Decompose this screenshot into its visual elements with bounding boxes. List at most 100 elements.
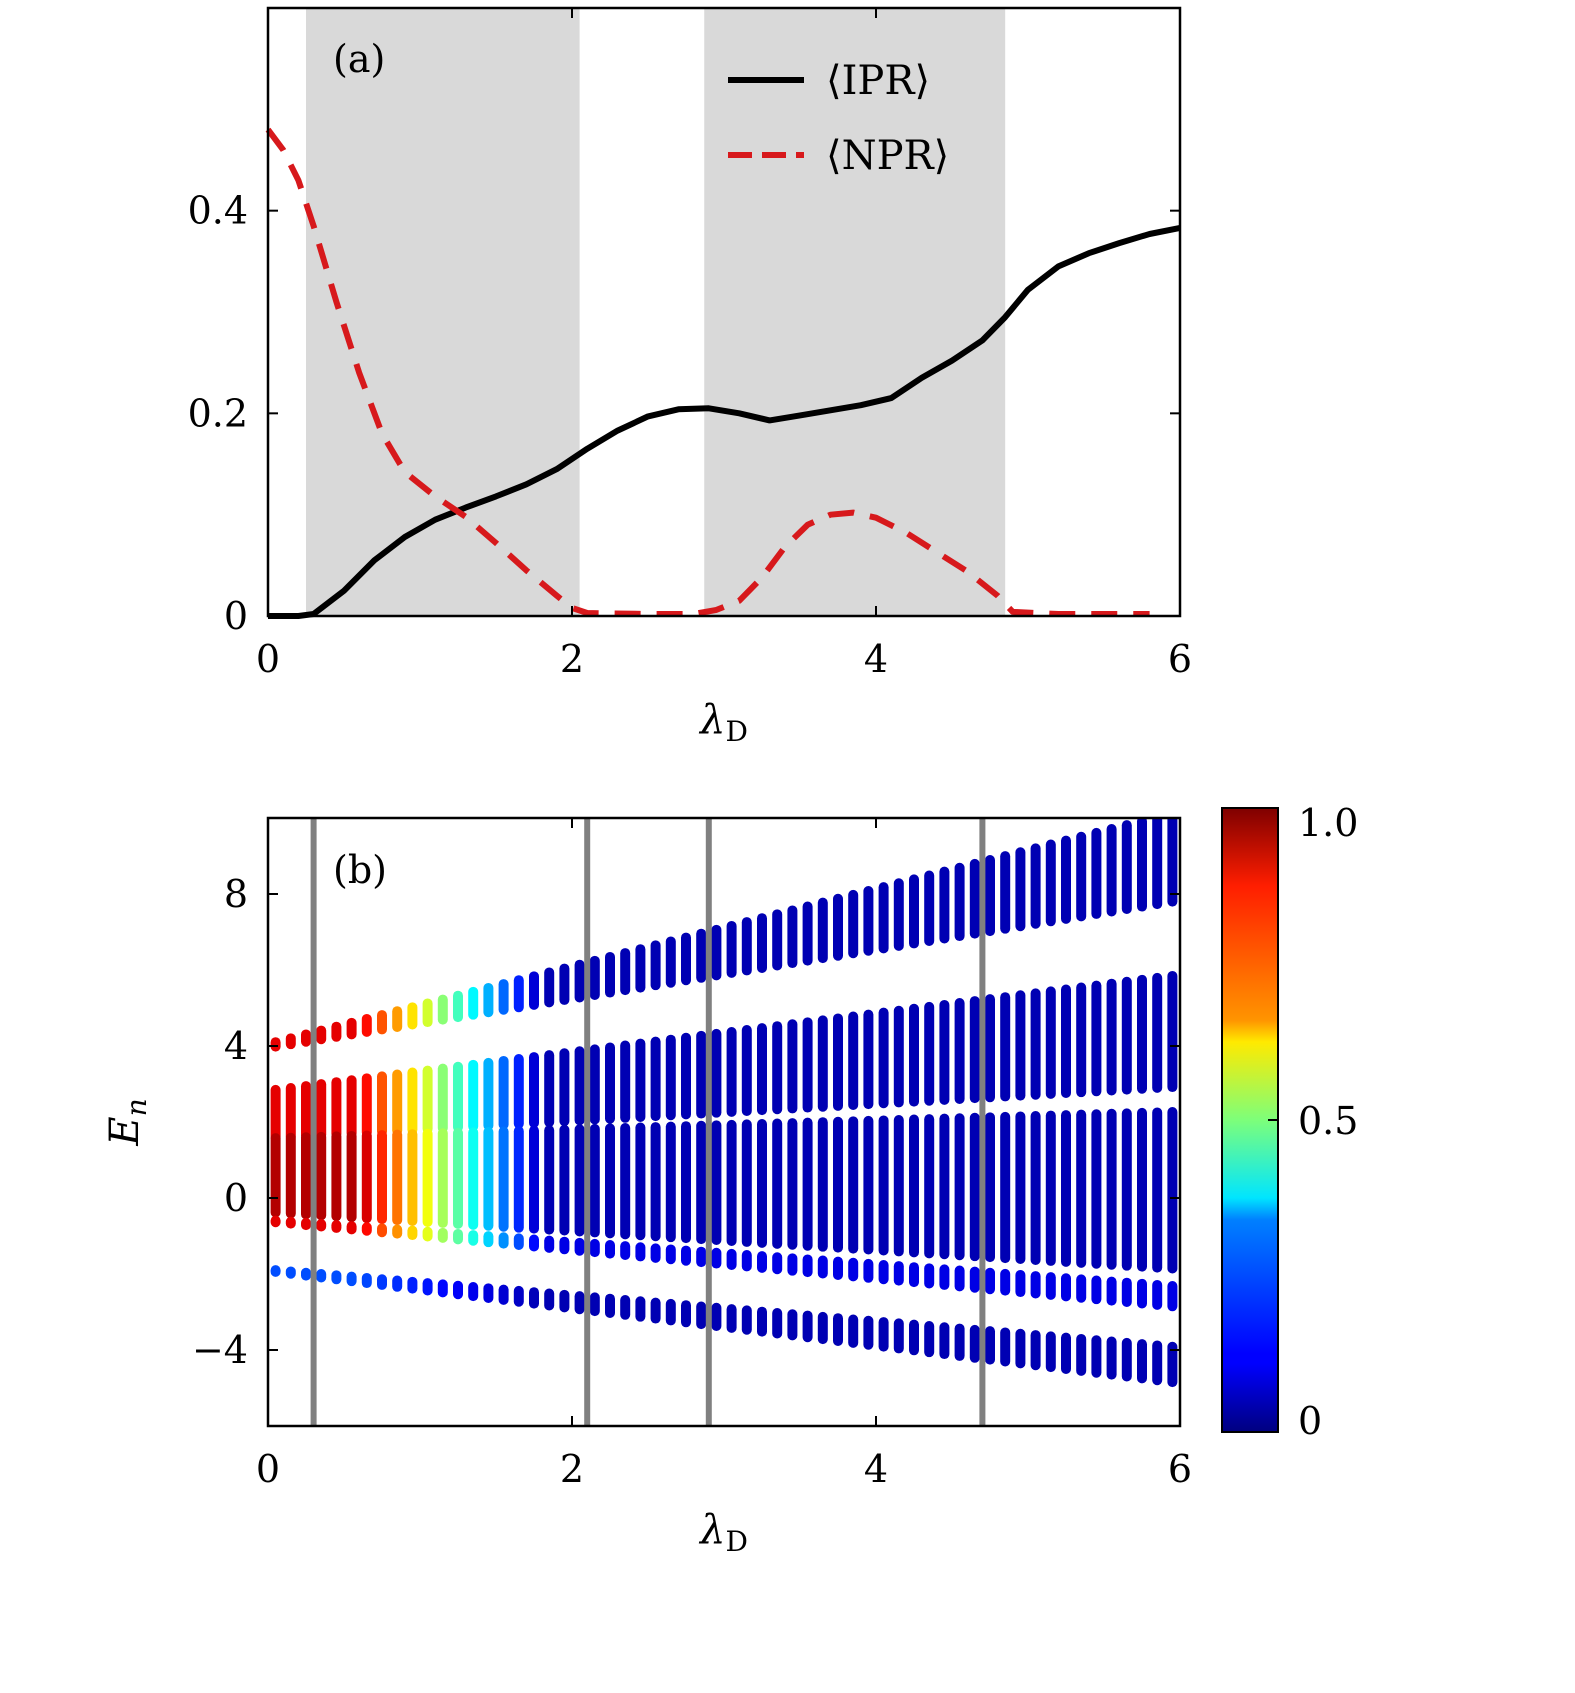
eigenvalue-band-segment: [559, 1289, 570, 1313]
eigenvalue-band-segment: [574, 1046, 585, 1126]
eigenvalue-band-segment: [392, 1224, 403, 1239]
eigenvalue-band-segment: [635, 944, 646, 993]
eigenvalue-band-segment: [513, 975, 524, 1013]
eigenvalue-band-segment: [985, 1267, 995, 1295]
eigenvalue-band-segment: [1061, 835, 1071, 924]
eigenvalue-band-segment: [1121, 976, 1132, 1095]
y-tick-label: 8: [224, 872, 248, 916]
eigenvalue-band-segment: [605, 1293, 615, 1318]
eigenvalue-band-segment: [529, 1052, 539, 1128]
eigenvalue-band-segment: [635, 1038, 646, 1122]
eigenvalue-band-segment: [893, 1318, 904, 1354]
eigenvalue-band-segment: [741, 1025, 752, 1116]
eigenvalue-band-segment: [483, 1231, 494, 1248]
eigenvalue-band-segment: [802, 1254, 813, 1278]
eigenvalue-band-segment: [878, 1115, 889, 1256]
eigenvalue-band-segment: [589, 1044, 600, 1125]
eigenvalue-band-segment: [817, 1015, 828, 1112]
eigenvalue-band-segment: [1152, 972, 1163, 1093]
colorbar-tick-label: 1.0: [1298, 801, 1358, 845]
series-lines: [265, 127, 1181, 619]
eigenvalue-band-segment: [285, 1132, 296, 1219]
eigenvalue-band-segment: [969, 858, 980, 939]
legend-label-npr: ⟨NPR⟩: [826, 133, 949, 179]
eigenvalue-band-segment: [331, 1077, 342, 1140]
eigenvalue-band-segment: [270, 1084, 281, 1143]
eigenvalue-band-segment: [468, 986, 479, 1020]
eigenvalue-band-segment: [802, 1310, 813, 1343]
eigenvalue-band-segment: [316, 1131, 327, 1221]
eigenvalue-band-segment: [741, 1250, 752, 1272]
eigenvalue-band-segment: [787, 905, 798, 969]
eigenvalue-band-segment: [711, 1302, 722, 1332]
eigenvalue-band-segment: [1121, 1108, 1132, 1271]
eigenvalue-band-segment: [529, 1287, 539, 1309]
eigenvalue-band-segment: [863, 1258, 874, 1283]
eigenvalue-band-segment: [346, 1075, 357, 1139]
eigenvalue-band-segment: [1015, 1111, 1026, 1265]
eigenvalue-band-segment: [863, 886, 874, 956]
eigenvalue-band-segment: [681, 932, 691, 986]
eigenvalue-band-segment: [787, 1118, 798, 1250]
eigenvalue-band-segment: [270, 1037, 281, 1052]
y-tick-label: 0.4: [188, 189, 248, 233]
eigenvalue-band-segment: [529, 1125, 539, 1234]
eigenvalue-band-segment: [1091, 1275, 1102, 1305]
eigenvalue-band-segment: [924, 1320, 935, 1358]
eigenvalue-band-segment: [1015, 1328, 1026, 1369]
eigenvalue-band-segment: [1091, 980, 1102, 1097]
eigenvalue-band-segment: [757, 913, 767, 973]
eigenvalue-band-segment: [1152, 1279, 1163, 1310]
eigenvalue-band-segment: [1045, 1110, 1056, 1266]
eigenvalue-band-segment: [924, 1001, 935, 1106]
eigenvalue-band-segment: [1167, 1341, 1178, 1388]
eigenvalue-band-segment: [969, 996, 980, 1104]
series-line-ipr: [268, 224, 1181, 619]
eigenvalue-band-segment: [757, 1251, 767, 1273]
eigenvalue-band-segment: [939, 1264, 950, 1290]
eigenvalue-band-segment: [681, 1121, 691, 1244]
eigenvalue-band-segment: [650, 940, 661, 991]
eigenvalue-band-segment: [529, 1234, 539, 1252]
eigenvalue-band-segment: [1137, 1107, 1147, 1272]
eigenvalue-band-segment: [483, 982, 494, 1018]
eigenvalue-band-segment: [574, 1291, 585, 1315]
eigenvalue-band-segment: [1030, 1271, 1041, 1299]
eigenvalue-band-segment: [833, 1313, 843, 1346]
eigenvalue-band-segment: [377, 1071, 387, 1137]
eigenvalue-band-segment: [483, 1126, 494, 1231]
eigenvalue-band-segment: [893, 878, 904, 951]
eigenvalue-band-segment: [422, 998, 433, 1028]
eigenvalue-band-segment: [985, 855, 995, 937]
eigenvalue-band-segment: [407, 1002, 418, 1030]
x-ticks-b: 0 2 4 6: [256, 818, 1192, 1491]
eigenvalue-band-segment: [848, 1116, 859, 1254]
eigenvalue-band-segment: [878, 1317, 889, 1352]
eigenvalue-band-segment: [589, 955, 600, 1001]
eigenvalue-band-segment: [833, 1013, 843, 1111]
eigenvalue-band-segment: [711, 1247, 722, 1269]
eigenvalue-band-segment: [483, 1057, 494, 1131]
panel-a: 0 2 4 6 0 0.2 0.4 (a) λD ⟨IPR⟩ ⟨NPR⟩: [188, 6, 1192, 748]
eigenvalue-band-segment: [1030, 988, 1041, 1100]
eigenvalue-band-segment: [787, 1309, 798, 1341]
eigenvalue-band-segment: [909, 1262, 919, 1288]
eigenvalue-band-segment: [1076, 831, 1087, 922]
eigenvalue-band-segment: [392, 1006, 403, 1032]
eigenvalue-band-segment: [711, 1028, 722, 1118]
eigenvalue-band-segment: [772, 909, 783, 971]
y-tick-label: 0: [224, 594, 248, 638]
eigenvalue-band-segment: [1015, 847, 1026, 932]
eigenvalue-band-segment: [1106, 1108, 1117, 1270]
eigenvalue-band-segment: [453, 1127, 463, 1229]
eigenvalue-band-segment: [544, 1288, 555, 1311]
eigenvalue-band-segment: [559, 1236, 570, 1255]
eigenvalue-band-segment: [407, 1276, 418, 1294]
eigenvalue-band-segment: [1076, 1333, 1087, 1376]
eigenvalue-band-segment: [939, 1322, 950, 1360]
eigenvalue-band-segment: [711, 924, 722, 981]
eigenvalue-band-segment: [1106, 1336, 1117, 1380]
eigenvalue-band-segment: [757, 1023, 767, 1116]
eigenvalue-band-segment: [954, 1265, 965, 1292]
eigenvalue-band-segment: [1030, 1330, 1041, 1371]
